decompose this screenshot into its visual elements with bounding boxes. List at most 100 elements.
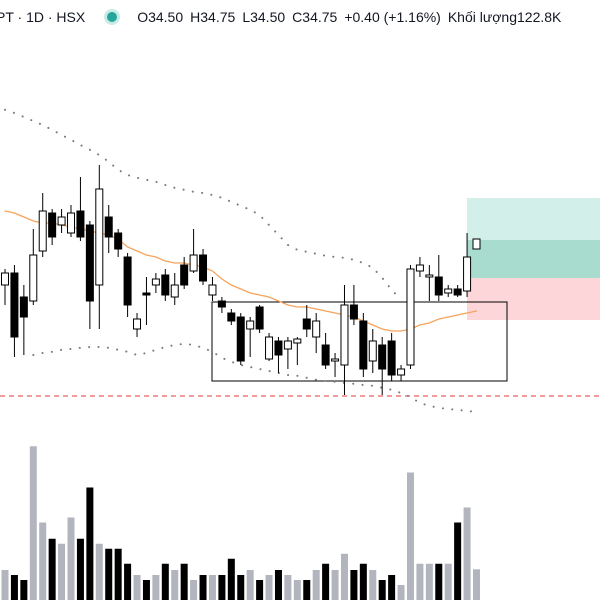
volume-bar (265, 575, 273, 600)
candle-body (57, 216, 66, 226)
close-label: C (292, 9, 303, 25)
volume-bar (435, 563, 443, 600)
volume-bar (58, 543, 66, 600)
candle-body (293, 338, 302, 344)
volume-label: Khối lượng (447, 9, 517, 25)
range-box (211, 301, 508, 382)
volume-bar (152, 575, 160, 600)
candle-body (161, 274, 170, 296)
volume-bar (303, 580, 311, 600)
candle-body (95, 188, 104, 286)
low-value: 34.50 (250, 9, 286, 25)
volume-bar (350, 570, 358, 600)
candle-body (217, 300, 226, 308)
volume-bar (256, 580, 264, 600)
volume-bar (67, 517, 75, 600)
volume-bar (171, 570, 179, 600)
candle-body (180, 264, 189, 286)
change: +0.40 (+1.16%) (344, 9, 441, 25)
candle-body (368, 340, 377, 362)
high-label: H (190, 9, 201, 25)
candle-body (227, 312, 236, 322)
volume-bar (293, 580, 301, 600)
candle-body (349, 304, 358, 320)
volume-bar (48, 538, 56, 600)
volume-bar (95, 543, 103, 600)
candle-body (444, 288, 453, 294)
legend-header: PT · 1D · HSX O 34.50 H 34.75 L 34.50 C 34.7… (0, 6, 568, 28)
candle-body (425, 274, 434, 278)
candle-body (114, 232, 123, 250)
volume-bar (199, 575, 207, 600)
candle-body (123, 256, 132, 306)
candle-body (170, 284, 179, 298)
volume-bar (1, 570, 9, 600)
candle-body (302, 318, 311, 330)
volume-bar (114, 548, 122, 600)
indicator-line (32, 342, 478, 413)
candle-body (378, 344, 387, 370)
volume-bar (10, 575, 18, 600)
volume-bar (369, 570, 377, 600)
candle-body (236, 316, 245, 362)
candle-body (397, 368, 406, 376)
candle-body (283, 340, 292, 350)
candle-body (359, 320, 368, 370)
candle-body (340, 304, 349, 366)
candle-body (406, 268, 415, 366)
volume-bar (284, 575, 292, 600)
volume-bar (473, 569, 480, 600)
candle-body (246, 320, 255, 330)
volume-bar (331, 570, 339, 600)
candle-body (85, 224, 94, 302)
volume-bar (378, 580, 386, 600)
volume-bar (246, 570, 254, 600)
volume-bar (133, 575, 141, 600)
marks (1, 108, 481, 600)
volume-bar (105, 548, 113, 600)
candle-body (48, 212, 57, 238)
candle-body (434, 276, 443, 296)
volume-bar (463, 507, 471, 600)
volume-bar (274, 570, 282, 600)
low-label: L (242, 9, 251, 25)
indicator-line (4, 108, 403, 301)
candle-body (38, 210, 47, 252)
volume-bar (397, 585, 405, 600)
volume-bar (359, 563, 367, 600)
stop-zone (467, 278, 600, 320)
candle-body (151, 278, 160, 286)
candle-body (415, 264, 424, 272)
volume-bar (161, 563, 169, 600)
candle-body (463, 256, 472, 292)
volume-bar (29, 446, 37, 600)
candle-body (331, 358, 340, 362)
candle-body (104, 216, 113, 238)
status-dot (107, 12, 118, 22)
volume-bar (444, 563, 452, 600)
open-value: 34.50 (148, 9, 184, 25)
candle-body (189, 254, 198, 272)
volume-bar (237, 575, 245, 600)
candle-body (312, 320, 321, 338)
symbol[interactable]: PT · 1D · HSX (0, 9, 86, 25)
candle-body (142, 292, 151, 296)
candle-body (321, 344, 330, 366)
volume-bar (20, 580, 28, 600)
volume-bar (180, 563, 188, 600)
candle-body (29, 254, 38, 302)
volume-bar (312, 570, 320, 600)
volume-bar (406, 472, 414, 600)
target-zone (467, 198, 600, 240)
volume-bar (388, 575, 396, 600)
candle-body (67, 212, 76, 234)
volume-bar (416, 563, 424, 600)
volume-bar (425, 563, 433, 600)
candle-body (199, 254, 208, 282)
target-zone-near (467, 240, 600, 278)
volume-bar (142, 580, 150, 600)
candle-body (387, 340, 396, 376)
candle-body (274, 340, 283, 356)
volume-bar (340, 553, 348, 600)
close-value: 34.75 (302, 9, 338, 25)
